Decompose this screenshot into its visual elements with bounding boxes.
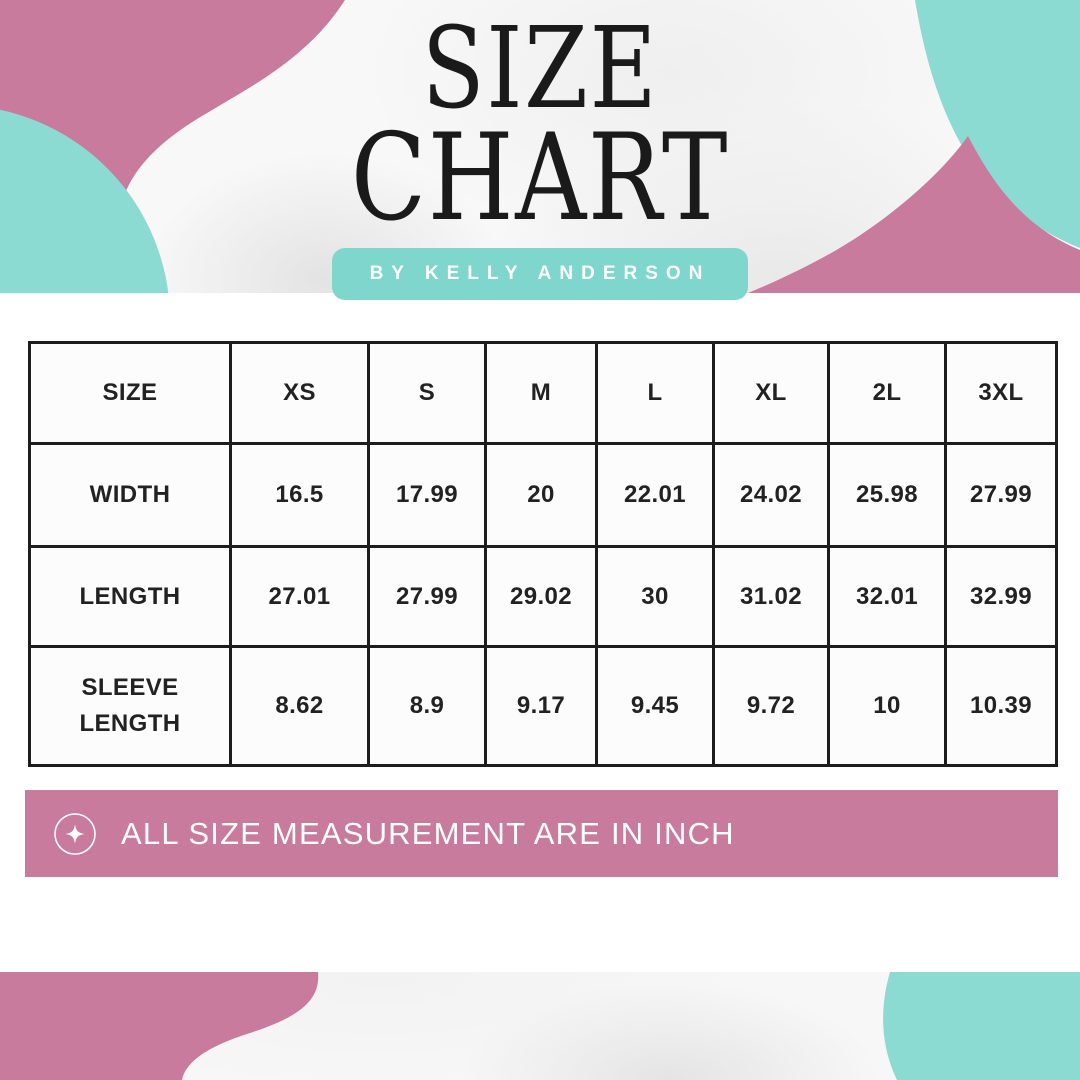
- header-cell-2l: 2L: [827, 341, 947, 445]
- title-block: SIZE CHART BY KELLY ANDERSON: [0, 0, 1080, 301]
- title-line-1: SIZE: [421, 4, 659, 134]
- row-label-sleeve-length: SLEEVE LENGTH: [28, 645, 232, 767]
- table-row-width: WIDTH 16.5 17.99 20 22.01 24.02 25.98 27…: [28, 442, 1058, 548]
- page-title: SIZE CHART: [0, 4, 1080, 249]
- pink-blob-bottom-left: [0, 972, 319, 1080]
- width-xl: 24.02: [712, 442, 830, 548]
- sparkle-icon: [54, 812, 96, 855]
- header-cell-size: SIZE: [28, 341, 232, 445]
- byline-text: BY KELLY ANDERSON: [369, 263, 711, 285]
- header-cell-xs: XS: [229, 341, 370, 445]
- sleeve-s: 8.9: [367, 645, 487, 767]
- header-section: SIZE CHART BY KELLY ANDERSON: [0, 0, 1080, 301]
- width-2l: 25.98: [827, 442, 947, 548]
- table-header-row: SIZE XS S M L XL 2L 3XL: [28, 341, 1058, 445]
- length-m: 29.02: [484, 545, 598, 648]
- sleeve-xl: 9.72: [712, 645, 830, 767]
- measurement-note-text: ALL SIZE MEASUREMENT ARE IN INCH: [121, 815, 735, 851]
- teal-blob-top-right: [915, 0, 1080, 248]
- pink-blob-top-right: [748, 136, 1080, 293]
- width-m: 20: [484, 442, 598, 548]
- header-cell-l: L: [595, 341, 715, 445]
- width-3xl: 27.99: [944, 442, 1058, 548]
- title-line-2: CHART: [350, 109, 730, 249]
- sleeve-2l: 10: [827, 645, 947, 767]
- teal-blob-left: [0, 109, 169, 293]
- size-table: SIZE XS S M L XL 2L 3XL WIDTH 16.5 17.99…: [28, 341, 1058, 767]
- header-cell-3xl: 3XL: [944, 341, 1058, 445]
- sleeve-l: 9.45: [595, 645, 715, 767]
- header-cell-m: M: [484, 341, 598, 445]
- length-l: 30: [595, 545, 715, 648]
- row-label-length: LENGTH: [28, 545, 232, 648]
- table-row-length: LENGTH 27.01 27.99 29.02 30 31.02 32.01 …: [28, 545, 1058, 648]
- table-row-sleeve-length: SLEEVE LENGTH 8.62 8.9 9.17 9.45 9.72 10…: [28, 645, 1058, 767]
- top-decorative-blobs: [0, 0, 1080, 293]
- bottom-decorative-blobs: [0, 972, 1080, 1080]
- header-cell-s: S: [367, 341, 487, 445]
- width-l: 22.01: [595, 442, 715, 548]
- length-xs: 27.01: [229, 545, 370, 648]
- sleeve-xs: 8.62: [229, 645, 370, 767]
- sleeve-m: 9.17: [484, 645, 598, 767]
- length-xl: 31.02: [712, 545, 830, 648]
- header-cell-xl: XL: [712, 341, 830, 445]
- width-xs: 16.5: [229, 442, 370, 548]
- footer-section: [0, 972, 1080, 1080]
- sleeve-3xl: 10.39: [944, 645, 1058, 767]
- teal-blob-bottom-right: [883, 972, 1080, 1080]
- measurement-note-banner: ALL SIZE MEASUREMENT ARE IN INCH: [25, 790, 1058, 877]
- width-s: 17.99: [367, 442, 487, 548]
- length-3xl: 32.99: [944, 545, 1058, 648]
- length-s: 27.99: [367, 545, 487, 648]
- length-2l: 32.01: [827, 545, 947, 648]
- byline-badge: BY KELLY ANDERSON: [331, 248, 749, 301]
- row-label-width: WIDTH: [28, 442, 232, 548]
